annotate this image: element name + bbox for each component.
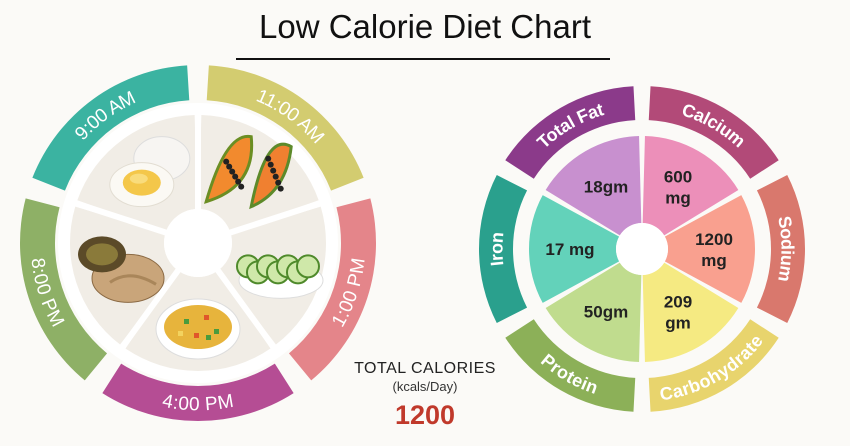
protein-value-segment bbox=[545, 262, 642, 362]
carbohydrate-value-segment bbox=[642, 262, 739, 362]
total-fat-value: 18gm bbox=[584, 178, 628, 197]
total-calories-unit: (kcals/Day) bbox=[392, 379, 458, 394]
roti-and-curry-food-image bbox=[69, 206, 178, 345]
total-fat-ring-segment bbox=[505, 86, 636, 179]
nutrient-wheel-center bbox=[616, 223, 668, 275]
calcium-value-segment bbox=[642, 136, 739, 236]
sodium-label: Sodium bbox=[774, 214, 798, 283]
cucumber-salad-food-image bbox=[218, 206, 326, 345]
protein-ring-segment bbox=[505, 319, 636, 412]
time-segment-400pm bbox=[102, 363, 294, 421]
time-segment-800pm bbox=[19, 198, 108, 381]
total-calories-value: 1200 bbox=[394, 400, 456, 430]
sodium-value-segment bbox=[664, 195, 756, 303]
sodium-ring-segment bbox=[756, 174, 805, 324]
carbohydrate-value: 209 gm bbox=[664, 292, 692, 332]
title-underline bbox=[236, 58, 610, 60]
total-calories-label: TOTAL CALORIES bbox=[354, 360, 496, 377]
iron-label: Iron bbox=[486, 231, 507, 267]
plate-center bbox=[164, 209, 232, 277]
carbohydrate-ring-segment bbox=[648, 319, 779, 412]
protein-value: 50gm bbox=[584, 302, 628, 321]
page-title: Low Calorie Diet Chart bbox=[259, 8, 591, 45]
total-calories-block: TOTAL CALORIES (kcals/Day) 1200 bbox=[325, 360, 525, 431]
papaya-food-image bbox=[198, 115, 319, 232]
total-fat-value-segment bbox=[545, 136, 642, 236]
meal-schedule-wheel: 9:00 AM 11:00 AM1:00 PM4:00 PM8:00 PM bbox=[19, 65, 377, 421]
sodium-value: 1200 mg bbox=[695, 230, 733, 270]
iron-ring-segment bbox=[478, 174, 528, 324]
time-segment-900am bbox=[32, 65, 190, 191]
time-segment-100pm bbox=[288, 198, 377, 381]
calcium-ring-segment bbox=[648, 86, 779, 179]
iron-value-segment bbox=[529, 195, 620, 303]
iron-value: 17 mg bbox=[545, 240, 594, 259]
time-segment-1100am bbox=[206, 65, 364, 191]
calcium-value: 600 mg bbox=[664, 168, 692, 208]
boiled-eggs-food-image bbox=[77, 115, 198, 232]
